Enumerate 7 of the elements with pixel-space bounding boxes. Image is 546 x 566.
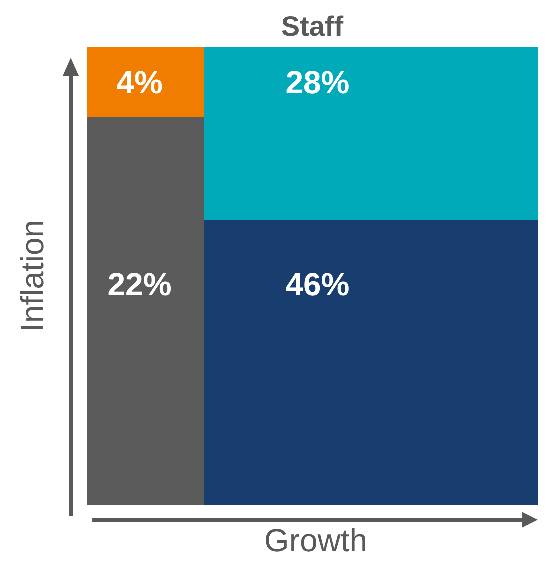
data-label: 28% <box>286 64 350 101</box>
text: Growth <box>264 522 368 558</box>
data-label: 46% <box>286 266 350 302</box>
data-label: 4% <box>116 64 163 101</box>
text: Staff <box>281 10 344 42</box>
text: Inflation <box>14 220 50 332</box>
data-label: 22% <box>108 266 172 302</box>
